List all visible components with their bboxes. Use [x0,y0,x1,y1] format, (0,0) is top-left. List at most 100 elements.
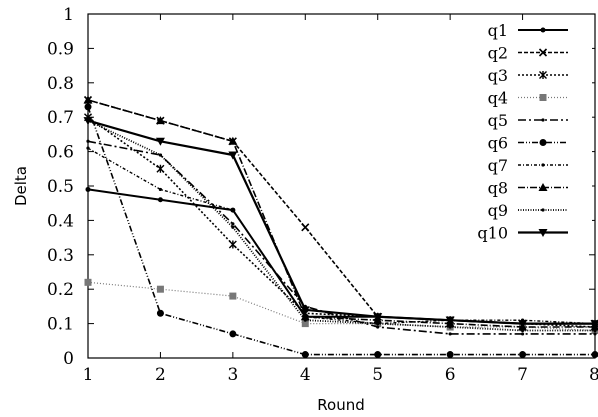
data-point-q8 [228,136,238,145]
legend-marker [538,183,548,191]
data-point-q5 [231,222,235,226]
legend-item-q5: q5 [488,111,568,130]
data-point-q8 [155,116,165,125]
data-point-q9 [231,225,235,229]
x-axis: 1 2 3 4 5 6 7 8 [83,14,598,385]
legend-label: q2 [488,44,508,63]
legend: q1 q2 q3 q4 q5 q6 q7 q8 q9 q10 [477,21,568,243]
legend-label: q4 [488,89,508,108]
data-point-q6 [301,351,309,359]
series-layer [83,95,598,359]
x-tick-label: 5 [372,365,383,385]
series-line-q4 [87,281,596,332]
data-point-q6 [156,309,164,317]
series-q6 [84,103,598,359]
legend-item-q1: q1 [488,21,568,40]
data-point-q10 [155,137,165,146]
data-point-q9 [593,328,597,333]
data-point-q7 [231,208,235,212]
data-point-q7 [158,187,163,192]
series-line-q9 [87,119,595,332]
y-tick-label: 0.6 [47,143,74,163]
series-line-q10 [87,119,595,325]
x-tick-label: 1 [83,365,94,385]
series-q10 [83,117,598,329]
legend-label: q5 [488,111,508,130]
series-q8 [83,95,598,331]
data-point-q3 [228,240,237,249]
data-point-q10 [445,316,455,325]
data-point-q9 [303,318,307,322]
legend-marker [539,139,547,146]
legend-marker [539,94,547,101]
data-point-q2 [301,223,310,232]
y-tick-label: 0.8 [47,74,74,94]
data-point-q5 [593,332,597,336]
data-point-q10 [83,117,93,126]
y-axis: 0 0.1 0.2 0.3 0.4 0.5 0.6 0.7 0.8 0.9 1 [47,5,595,369]
data-point-q4 [156,285,164,293]
legend-marker [541,163,545,167]
data-point-q6 [446,351,454,359]
legend-marker [539,71,547,79]
series-line-q5 [87,140,595,335]
data-point-q6 [591,351,598,359]
legend-label: q9 [488,201,508,220]
legend-label: q8 [488,179,508,198]
data-point-q5 [376,325,380,329]
legend-label: q6 [488,134,508,153]
legend-background [468,20,592,250]
y-tick-label: 0.5 [47,177,74,197]
series-q9 [86,119,597,333]
y-axis-label: Delta [12,166,30,206]
data-point-q6 [374,351,382,359]
legend-marker [538,48,548,57]
legend-item-q10: q10 [477,224,568,243]
data-point-q8 [83,95,93,104]
x-tick-label: 3 [227,365,238,385]
legend-label: q1 [488,21,508,40]
series-line-q8 [87,99,595,328]
legend-item-q9: q9 [488,201,568,220]
legend-marker [541,118,545,122]
legend-label: q10 [477,224,508,243]
data-point-q5 [448,332,452,336]
data-point-q10 [518,320,528,329]
x-tick-label: 7 [517,365,528,385]
data-point-q6 [519,351,527,359]
data-point-q10 [373,313,383,322]
y-tick-label: 0.9 [47,39,74,59]
data-point-q1 [85,186,91,192]
x-tick-label: 2 [155,365,166,385]
data-point-q8 [300,312,310,321]
data-point-q9 [448,325,452,329]
y-tick-label: 0.4 [47,211,74,231]
data-point-q9 [520,328,525,333]
series-line-q7 [87,147,596,325]
x-tick-label: 8 [589,365,598,385]
data-point-q10 [228,151,238,160]
data-point-q3 [156,164,165,173]
data-point-q6 [84,103,92,111]
data-point-q4 [229,292,237,300]
x-tick-label: 4 [300,365,311,385]
y-tick-label: 0.7 [47,108,74,128]
legend-marker [540,27,546,33]
y-tick-label: 0.1 [47,315,74,335]
legend-item-q4: q4 [488,89,568,108]
legend-marker [541,208,545,212]
legend-marker [538,229,548,237]
data-point-q7 [86,146,90,150]
y-tick-label: 0 [63,349,74,369]
legend-label: q7 [488,156,508,175]
data-point-q5 [520,332,525,336]
legend-item-q3: q3 [488,66,568,85]
y-tick-label: 1 [63,5,74,25]
data-point-q10 [300,306,310,315]
legend-item-q6: q6 [488,134,568,153]
data-point-q4 [84,278,92,286]
x-tick-label: 6 [445,365,456,385]
data-point-q9 [376,322,380,326]
data-point-q9 [158,153,163,157]
